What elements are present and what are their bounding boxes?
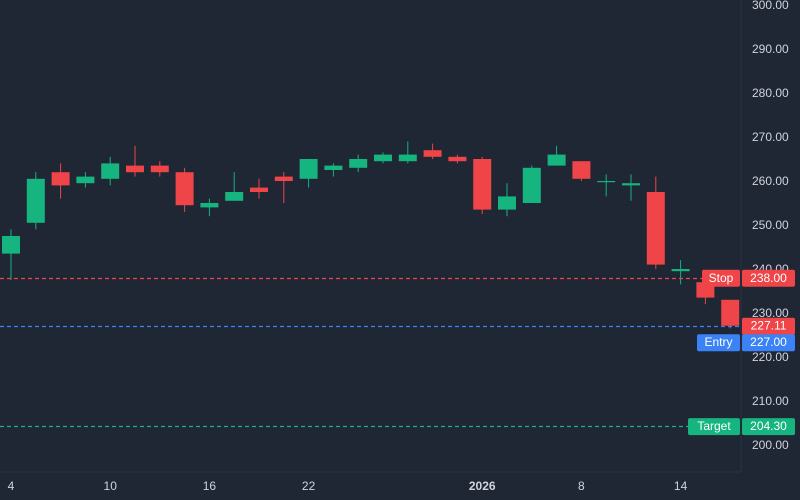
stop-name-label: Stop <box>709 271 734 285</box>
candle-body <box>423 150 442 157</box>
price-tick-label: 270.00 <box>752 130 789 144</box>
candle[interactable] <box>299 159 318 188</box>
price-tick-label: 260.00 <box>752 174 789 188</box>
candle[interactable] <box>26 172 45 230</box>
entry-price-tag <box>742 334 795 352</box>
entry-name-label: Entry <box>704 335 732 349</box>
candle[interactable] <box>76 172 95 188</box>
candle-body <box>547 154 566 166</box>
level-lines-group <box>0 277 741 428</box>
candle[interactable] <box>349 154 368 173</box>
price-tick-label: 300.00 <box>752 0 789 12</box>
candle[interactable] <box>225 172 244 201</box>
stop-name-tag <box>702 269 740 287</box>
candle[interactable] <box>572 161 591 181</box>
candle-body <box>374 154 392 162</box>
candle[interactable] <box>547 145 566 166</box>
candle-body <box>150 165 169 173</box>
candle[interactable] <box>597 174 616 197</box>
candle-body <box>597 181 616 183</box>
candle-body <box>572 161 591 179</box>
current-price-tag <box>742 317 795 335</box>
candle-body <box>274 176 293 181</box>
target-name-tag <box>688 418 740 436</box>
candle-body <box>2 236 20 254</box>
candle[interactable] <box>51 163 70 199</box>
candles-group <box>2 141 740 329</box>
candle[interactable] <box>398 141 417 164</box>
candle-body <box>299 159 318 179</box>
candle-body <box>448 156 467 162</box>
time-tick-label: 2026 <box>469 479 496 493</box>
candle-body <box>250 187 268 192</box>
stop-price-tag <box>742 269 795 287</box>
candle[interactable] <box>250 178 268 199</box>
candle[interactable] <box>274 172 293 203</box>
candle-body <box>26 178 45 223</box>
candle[interactable] <box>721 299 740 329</box>
time-tick-label: 14 <box>674 479 688 493</box>
candle[interactable] <box>200 198 219 217</box>
time-axis[interactable]: 4 10 16 22 2026 8 14 <box>8 479 688 493</box>
candle[interactable] <box>498 183 516 217</box>
price-tick-label: 200.00 <box>752 438 789 452</box>
candle[interactable] <box>2 229 20 280</box>
target-price-tag <box>742 418 795 436</box>
price-tick-label: 230.00 <box>752 306 789 320</box>
candle-body <box>324 165 343 170</box>
candle[interactable] <box>150 161 169 177</box>
entry-name-tag <box>697 334 740 352</box>
candle-body <box>622 183 640 186</box>
candle[interactable] <box>423 143 442 159</box>
candle[interactable] <box>448 154 467 164</box>
price-tick-label: 280.00 <box>752 86 789 100</box>
candle-body <box>522 167 541 203</box>
candle[interactable] <box>646 176 665 269</box>
price-tick-label: 210.00 <box>752 394 789 408</box>
candle-body <box>51 172 70 186</box>
candle-body <box>76 176 95 184</box>
candle-body <box>498 196 516 210</box>
candle-body <box>398 154 417 162</box>
time-tick-label: 4 <box>8 479 15 493</box>
candle[interactable] <box>374 152 392 164</box>
price-tick-label: 290.00 <box>752 42 789 56</box>
candle-body <box>473 159 492 210</box>
candle-body <box>175 172 194 206</box>
candle[interactable] <box>522 165 541 203</box>
candle-body <box>225 192 244 201</box>
time-tick-label: 8 <box>578 479 585 493</box>
candle-body <box>349 159 368 168</box>
level-labels-group: Stop 238.00 227.11 227.00 Entry Target 204.30 <box>688 269 795 436</box>
candle-body <box>200 203 219 208</box>
candle-body <box>671 269 690 272</box>
time-tick-label: 10 <box>104 479 118 493</box>
price-tick-label: 220.00 <box>752 350 789 364</box>
target-name-label: Target <box>697 419 731 433</box>
target-price-label: 204.30 <box>750 419 787 433</box>
candle-body <box>126 165 144 173</box>
candle[interactable] <box>126 145 144 177</box>
time-tick-label: 16 <box>203 479 217 493</box>
candle-body <box>646 192 665 265</box>
stop-price-label: 238.00 <box>750 271 787 285</box>
candle-body <box>101 163 120 179</box>
candle[interactable] <box>622 174 640 201</box>
candle[interactable] <box>175 167 194 212</box>
price-tick-label: 250.00 <box>752 218 789 232</box>
candle-body <box>721 299 740 326</box>
entry-price-label: 227.00 <box>750 335 787 349</box>
time-tick-label: 22 <box>302 479 316 493</box>
candle[interactable] <box>324 163 343 177</box>
current-price-label: 227.11 <box>751 319 787 333</box>
candle[interactable] <box>473 156 492 214</box>
candle[interactable] <box>671 260 690 285</box>
candle[interactable] <box>101 156 120 186</box>
